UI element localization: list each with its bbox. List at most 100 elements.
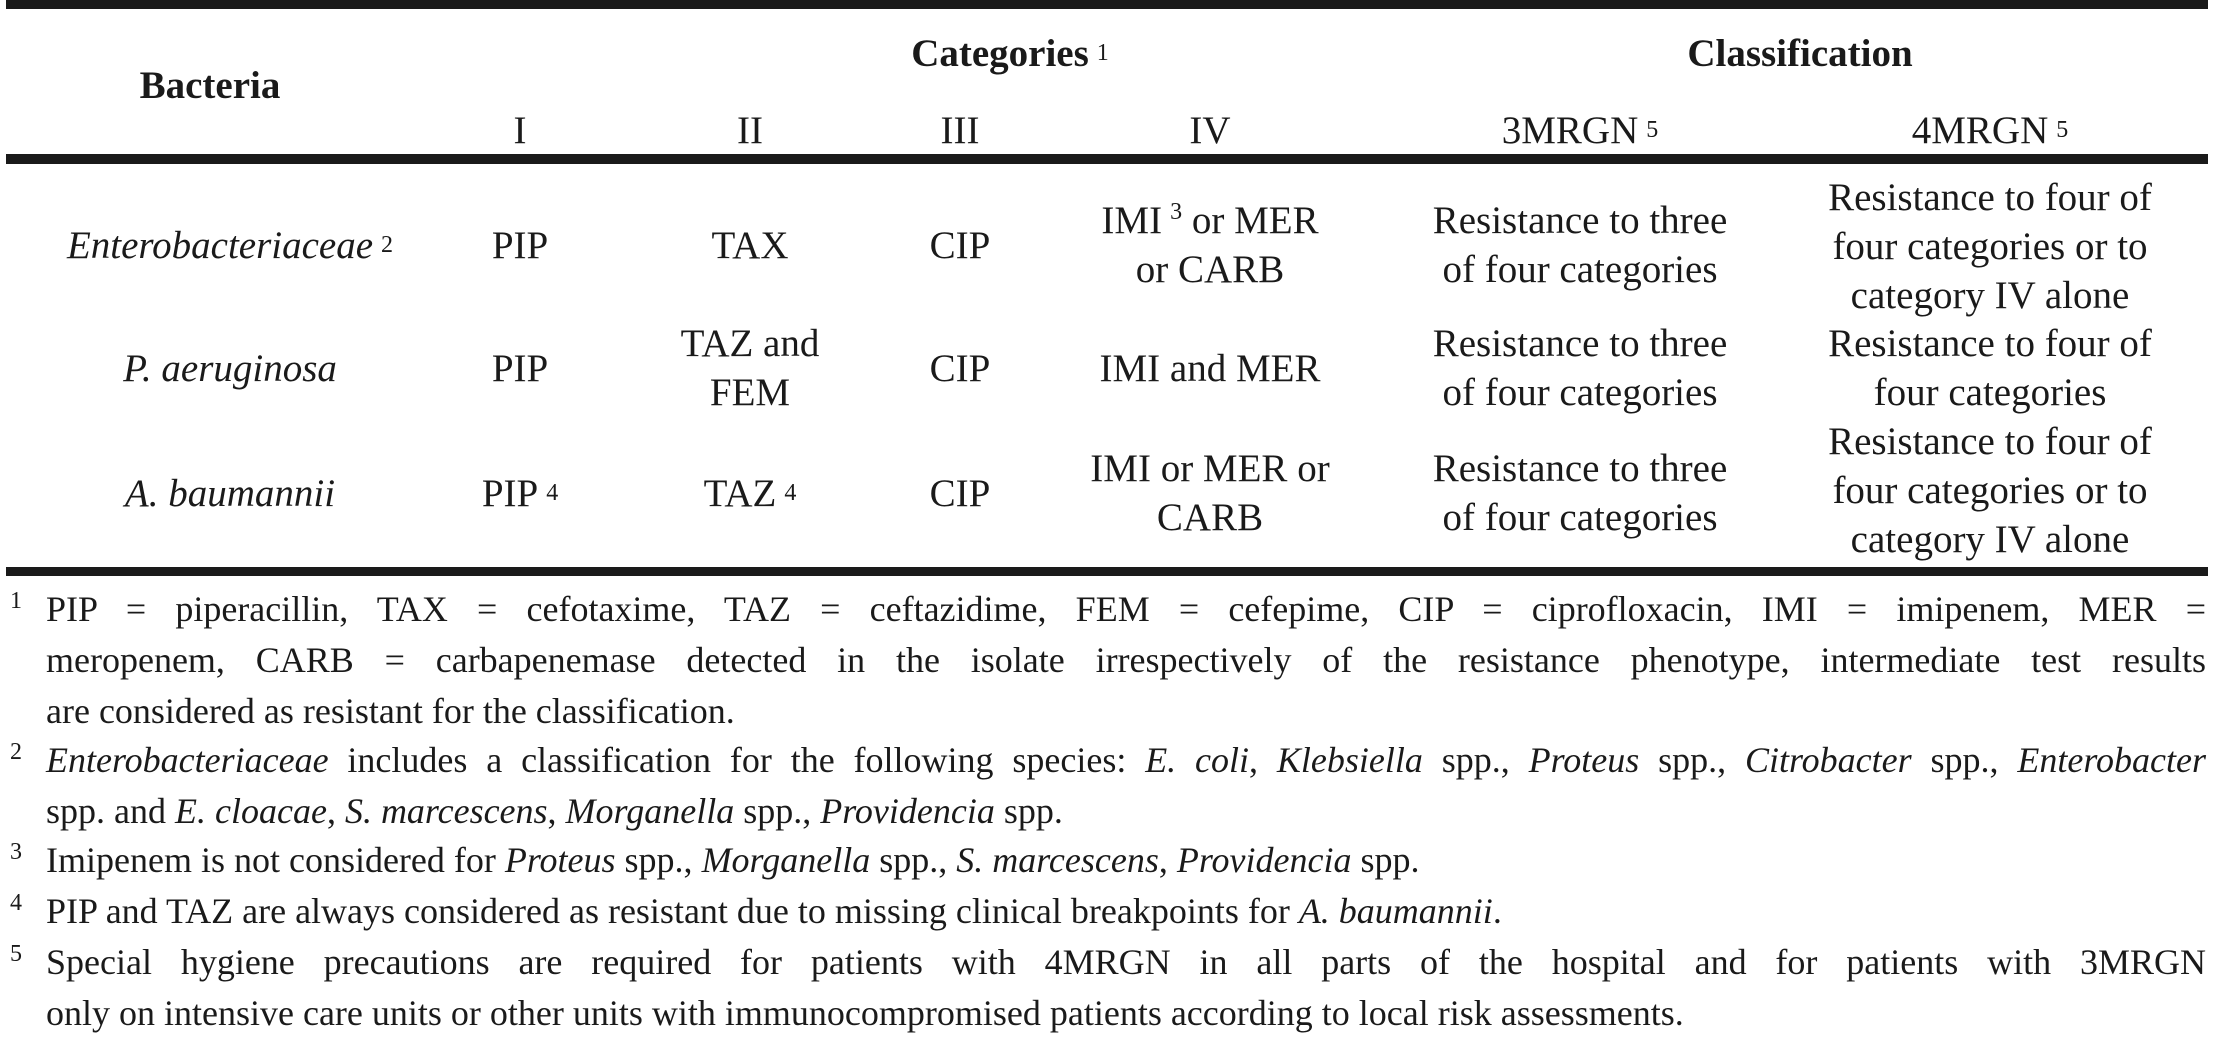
footnote-1-line2: meropenem, CARB = carbapenemase detected…	[46, 640, 2206, 680]
footnote-1-number: 1	[10, 588, 22, 614]
row3-3mrgn-line2: of four categories	[1442, 496, 1718, 539]
header-col-3mrgn: 3MRGN 5	[1380, 105, 1780, 155]
fn2-ecoli: E. coli	[1145, 740, 1250, 780]
fn4-text-c: .	[1492, 891, 1502, 931]
fn2-text-d: ,	[1249, 740, 1277, 780]
row1-col-iii: CIP	[880, 175, 1040, 315]
table-top-rule	[6, 0, 2208, 9]
footnote-2-text: Enterobacteriaceae includes a classifica…	[46, 735, 2206, 837]
fn2-enterobacteriaceae: Enterobacteriaceae	[46, 740, 329, 780]
footnote-3-line1: Imipenem is not considered for Proteus s…	[46, 835, 2206, 886]
row2-3mrgn-line2: of four categories	[1442, 371, 1718, 414]
row1-4mrgn-line3: category IV alone	[1850, 273, 2130, 317]
fn2-citrobacter: Citrobacter	[1744, 740, 1912, 780]
row1-col-iv-line1a: IMI	[1101, 199, 1163, 242]
fn2-text-n: ,	[326, 791, 345, 831]
fn3-proteus: Proteus	[504, 840, 616, 880]
fn2-morganella: Morganella	[565, 791, 735, 831]
row1-col-iii-value: CIP	[929, 223, 991, 267]
footnote-2-line1: Enterobacteriaceae includes a classifica…	[46, 735, 2206, 786]
row2-col-i: PIP	[440, 318, 600, 418]
header-col-iv-label: IV	[1189, 108, 1231, 152]
header-categories-label: Categories	[911, 31, 1089, 75]
footnote-3-text: Imipenem is not considered for Proteus s…	[46, 835, 2206, 886]
footnote-4-text: PIP and TAZ are always considered as res…	[46, 886, 2206, 937]
footnote-3-number: 3	[10, 839, 22, 865]
fn2-text-j: spp.,	[1911, 740, 2018, 780]
row3-col-i: PIP 4	[440, 418, 600, 568]
row3-3mrgn-line1: Resistance to three	[1432, 447, 1728, 490]
row1-col-ii: TAX	[620, 175, 880, 315]
row1-4mrgn-line1: Resistance to four of	[1828, 175, 2152, 219]
row2-4mrgn-line1: Resistance to four of	[1828, 322, 2152, 365]
header-bacteria: Bacteria	[60, 55, 360, 115]
table-header-rule	[6, 154, 2208, 164]
row1-col-i: PIP	[440, 175, 600, 315]
header-col-ii: II	[620, 105, 880, 155]
row3-col-3mrgn: Resistance to three of four categories	[1380, 418, 1780, 568]
row1-col-ii-value: TAX	[711, 223, 789, 267]
row3-col-iii: CIP	[880, 418, 1040, 568]
footnote-5-line2: only on intensive care units or other un…	[46, 993, 1684, 1033]
footnote-4-number: 4	[10, 890, 22, 916]
row2-bacteria-name: P. aeruginosa	[123, 346, 337, 390]
fn2-text-b: includes a classification for the follow…	[328, 740, 1146, 780]
row1-col-iv-line1b: or MER	[1191, 199, 1319, 242]
header-col-i-label: I	[513, 108, 527, 152]
footnote-2-line2: spp. and E. cloacae, S. marcescens, Morg…	[46, 786, 2206, 837]
row1-col-iv-line2: or CARB	[1135, 248, 1285, 291]
row2-col-iii: CIP	[880, 318, 1040, 418]
row2-col-i-value: PIP	[491, 346, 549, 390]
footnote-1-line3: are considered as resistant for the clas…	[46, 691, 735, 731]
fn3-text-g: ,	[1158, 840, 1177, 880]
row2-4mrgn-line2: four categories	[1873, 371, 2107, 414]
header-col-iii-label: III	[940, 108, 980, 152]
row3-col-4mrgn: Resistance to four of four categories or…	[1790, 412, 2190, 568]
row1-3mrgn-line1: Resistance to three	[1432, 199, 1728, 242]
header-classification: Classification	[1420, 25, 2180, 81]
fn2-text-p: ,	[547, 791, 566, 831]
fn3-text-a: Imipenem is not considered for	[46, 840, 505, 880]
table-bottom-rule	[6, 567, 2208, 576]
row3-bacteria-name: A. baumannii	[124, 471, 336, 515]
header-classification-label: Classification	[1687, 31, 1913, 75]
row1-4mrgn-line2: four categories or to	[1832, 224, 2148, 268]
fn2-ecloacae: E. cloacae	[175, 791, 327, 831]
row1-col-3mrgn: Resistance to three of four categories	[1380, 175, 1780, 315]
fn2-enterobacter: Enterobacter	[2017, 740, 2206, 780]
row2-col-iv-value: IMI and MER	[1099, 346, 1321, 390]
row3-col-iv: IMI or MER or CARB	[1060, 418, 1360, 568]
footnote-4-line1: PIP and TAZ are always considered as res…	[46, 886, 2206, 937]
row3-col-iv-line2: CARB	[1156, 496, 1264, 539]
header-categories: Categories 1	[700, 25, 1320, 81]
header-col-4mrgn: 4MRGN 5	[1790, 105, 2190, 155]
header-col-iii: III	[880, 105, 1040, 155]
row1-3mrgn-line2: of four categories	[1442, 248, 1718, 291]
footnote-5-text: Special hygiene precautions are required…	[46, 937, 2206, 1039]
fn2-klebsiella: Klebsiella	[1276, 740, 1423, 780]
fn2-text-r: spp.,	[734, 791, 821, 831]
fn2-text-h: spp.,	[1639, 740, 1745, 780]
fn2-providencia: Providencia	[820, 791, 995, 831]
footnote-5-number: 5	[10, 941, 22, 967]
row3-4mrgn-line2: four categories or to	[1832, 468, 2148, 512]
header-col-3mrgn-label: 3MRGN	[1501, 108, 1639, 152]
fn3-text-c: spp.,	[615, 840, 702, 880]
row3-4mrgn-line3: category IV alone	[1850, 517, 2130, 561]
header-col-4mrgn-label: 4MRGN	[1911, 108, 2049, 152]
fn3-morganella: Morganella	[701, 840, 871, 880]
row3-col-iv-line1: IMI or MER or	[1090, 447, 1330, 490]
fn3-providencia: Providencia	[1176, 840, 1352, 880]
fn3-text-e: spp.,	[870, 840, 957, 880]
row2-col-iii-value: CIP	[929, 346, 991, 390]
row2-3mrgn-line1: Resistance to three	[1432, 322, 1728, 365]
row3-col-i-value: PIP	[481, 471, 539, 515]
fn4-abaumannii: A. baumannii	[1298, 891, 1493, 931]
header-col-i: I	[440, 105, 600, 155]
row1-bacteria-name: Enterobacteriaceae	[66, 223, 374, 267]
fn2-smarcescens: S. marcescens	[344, 791, 548, 831]
fn2-text-l: spp. and	[46, 791, 175, 831]
row3-col-iii-value: CIP	[929, 471, 991, 515]
header-bacteria-label: Bacteria	[139, 63, 281, 107]
row1-col-iv-sup: 3	[1170, 199, 1183, 225]
